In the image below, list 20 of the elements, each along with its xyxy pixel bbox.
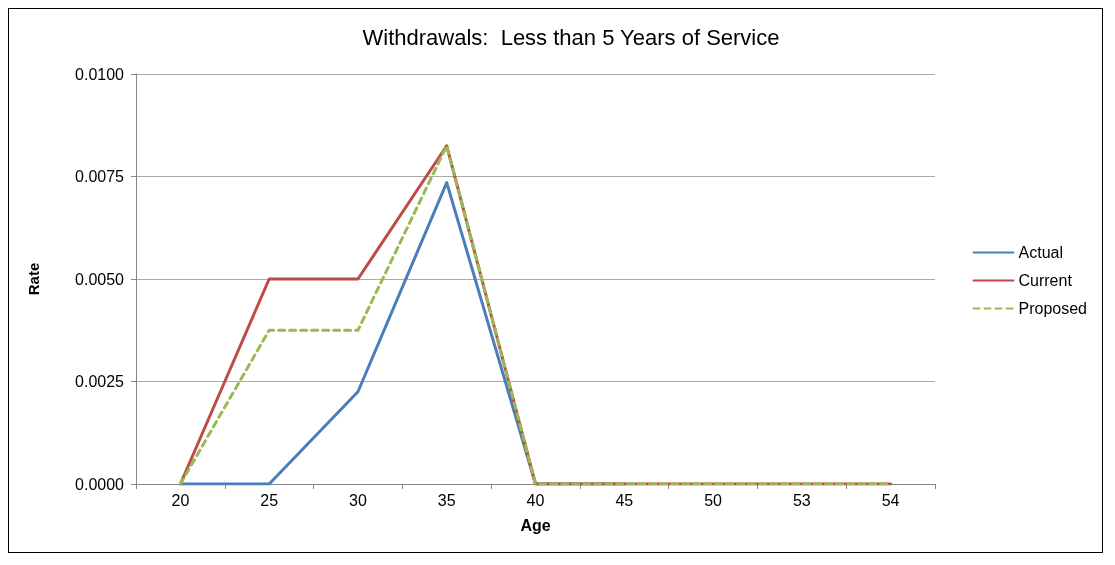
y-tick-label: 0.0050	[75, 270, 125, 288]
x-tick-label: 53	[792, 491, 811, 509]
y-axis-title: Rate	[25, 262, 42, 296]
x-tick-label: 25	[260, 491, 279, 509]
x-tick-label: 50	[704, 491, 723, 509]
chart-title: Withdrawals: Less than 5 Years of Service	[362, 24, 780, 50]
legend-label: Actual	[1018, 244, 1063, 261]
x-tick-label: 20	[171, 491, 190, 509]
y-tick-label: 0.0100	[75, 65, 125, 83]
x-tick-label: 45	[615, 491, 634, 509]
y-tick-label: 0.0075	[75, 168, 125, 185]
legend-label: Current	[1018, 272, 1073, 289]
y-tick-label: 0.0000	[75, 475, 125, 493]
x-axis-title: Age	[520, 516, 551, 534]
x-tick-label: 40	[526, 491, 545, 509]
legend-label: Proposed	[1018, 300, 1088, 317]
y-tick-label: 0.0025	[75, 373, 125, 390]
x-tick-label: 35	[437, 491, 456, 509]
x-tick-label: 54	[881, 491, 900, 509]
x-tick-label: 30	[349, 491, 367, 509]
